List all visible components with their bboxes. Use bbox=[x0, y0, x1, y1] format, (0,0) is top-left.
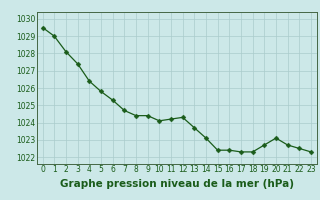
X-axis label: Graphe pression niveau de la mer (hPa): Graphe pression niveau de la mer (hPa) bbox=[60, 179, 294, 189]
